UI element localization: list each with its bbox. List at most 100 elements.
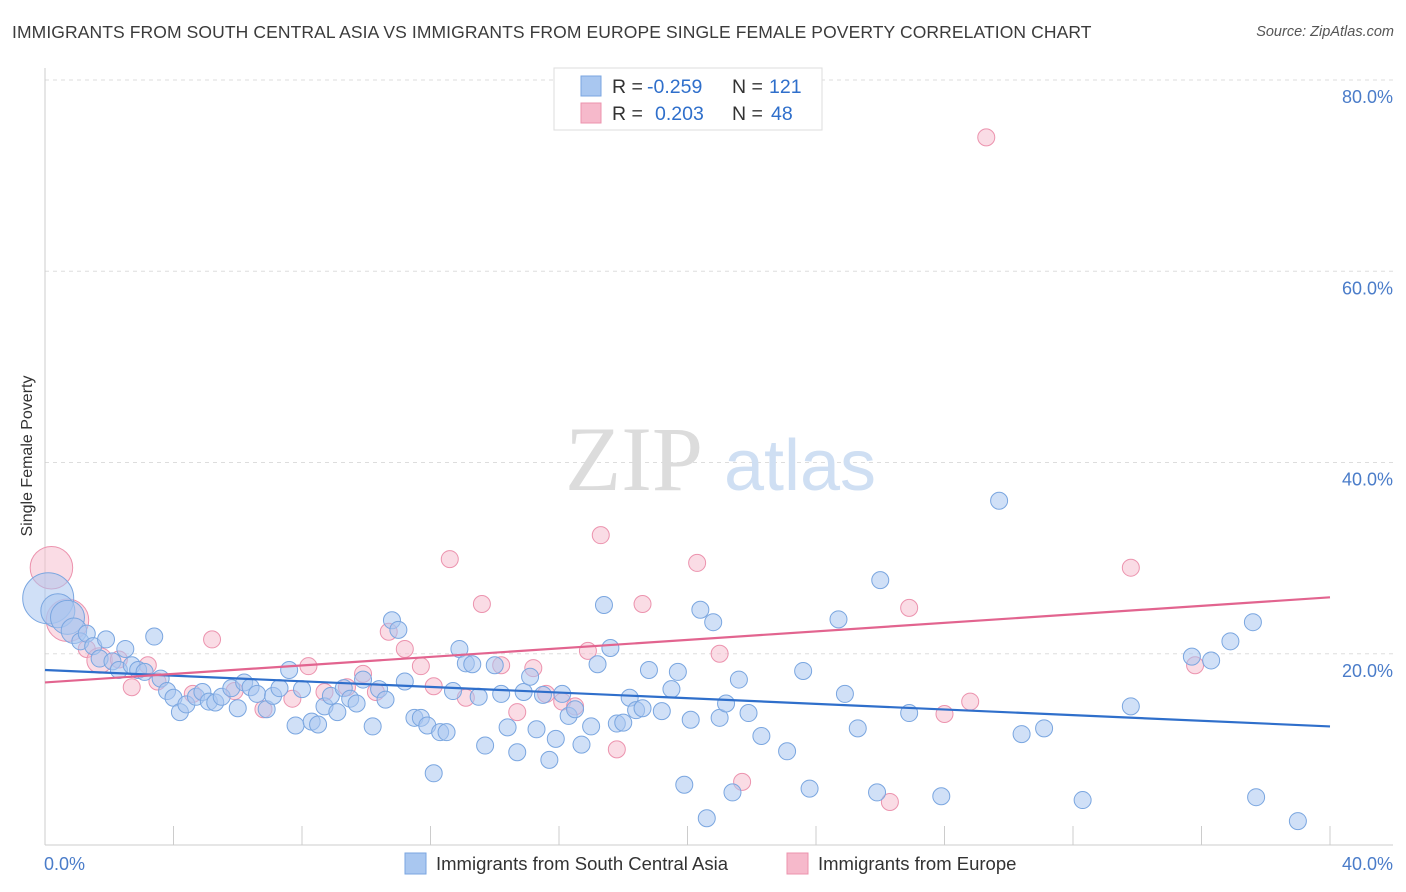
legend-label-europe: Immigrants from Europe (818, 853, 1016, 874)
series-south-central-asia-points (22, 491, 1307, 831)
point-south-central-asia (639, 661, 658, 680)
point-south-central-asia (1121, 697, 1140, 716)
point-south-central-asia (835, 684, 854, 703)
point-south-central-asia (1221, 632, 1240, 651)
legend-swatch-europe (786, 852, 809, 875)
point-south-central-asia (723, 783, 742, 802)
point-south-central-asia (675, 775, 694, 794)
watermark: ZIP atlas (565, 408, 876, 510)
point-south-central-asia (492, 684, 511, 703)
stats-swatch-pink (580, 102, 602, 124)
point-south-central-asia (778, 742, 797, 761)
point-south-central-asia (868, 783, 887, 802)
point-south-central-asia (662, 680, 681, 699)
point-south-central-asia (533, 685, 552, 704)
point-south-central-asia (1182, 647, 1201, 666)
point-south-central-asia (145, 627, 164, 646)
stats-legend-box: R = -0.259 N = 121 R = 0.203 N = 48 (553, 67, 823, 131)
y-tick-labels: 20.0% 40.0% 60.0% 80.0% (1342, 87, 1393, 681)
point-south-central-asia (752, 726, 771, 745)
point-europe (122, 678, 141, 697)
point-europe (395, 639, 414, 658)
stats-swatch-blue (580, 75, 602, 97)
point-south-central-asia (633, 699, 652, 718)
point-south-central-asia (354, 670, 373, 689)
point-south-central-asia (1202, 651, 1221, 670)
y-tick-label-40: 40.0% (1342, 470, 1393, 490)
point-south-central-asia (395, 672, 414, 691)
point-south-central-asia (328, 703, 347, 722)
point-south-central-asia (443, 682, 462, 701)
y-tick-label-80: 80.0% (1342, 87, 1393, 107)
point-south-central-asia (932, 787, 951, 806)
point-south-central-asia (652, 702, 671, 721)
point-south-central-asia (704, 613, 723, 632)
point-europe (591, 526, 610, 545)
point-south-central-asia (1035, 719, 1054, 738)
watermark-atlas: atlas (724, 426, 876, 506)
point-south-central-asia (871, 571, 890, 590)
trend-lines (44, 596, 1331, 728)
point-south-central-asia (594, 595, 613, 614)
point-europe (900, 598, 919, 617)
point-south-central-asia (437, 723, 456, 742)
point-europe (607, 740, 626, 759)
point-south-central-asia (697, 809, 716, 828)
point-europe (977, 128, 996, 147)
legend-swatch-south-central-asia (404, 852, 427, 875)
point-europe (880, 792, 899, 811)
point-south-central-asia (116, 639, 135, 658)
point-europe (961, 692, 980, 711)
point-europe (1121, 558, 1140, 577)
chart-title: IMMIGRANTS FROM SOUTH CENTRAL ASIA VS IM… (12, 22, 1092, 42)
point-europe (203, 630, 222, 649)
point-south-central-asia (717, 694, 736, 713)
grid-lines (45, 79, 1393, 655)
point-europe (440, 550, 459, 569)
point-south-central-asia (848, 719, 867, 738)
point-europe (688, 553, 707, 572)
point-south-central-asia (309, 715, 328, 734)
point-south-central-asia (540, 750, 559, 769)
point-south-central-asia (1012, 725, 1031, 744)
point-south-central-asia (363, 717, 382, 736)
point-south-central-asia (739, 704, 758, 723)
stats-r-value-1: -0.259 (647, 76, 702, 98)
legend-label-south-central-asia: Immigrants from South Central Asia (436, 853, 729, 874)
point-south-central-asia (1247, 788, 1266, 807)
point-europe (935, 704, 954, 723)
point-south-central-asia (347, 694, 366, 713)
point-south-central-asia (498, 718, 517, 737)
point-south-central-asia (286, 716, 305, 735)
point-south-central-asia (729, 670, 748, 689)
point-south-central-asia (546, 729, 565, 748)
point-south-central-asia (1288, 812, 1307, 831)
point-south-central-asia (614, 713, 633, 732)
stats-r-value-2: 0.203 (655, 103, 704, 125)
point-south-central-asia (829, 610, 848, 629)
point-south-central-asia (800, 779, 819, 798)
point-south-central-asia (469, 687, 488, 706)
point-south-central-asia (572, 735, 591, 754)
point-south-central-asia (588, 655, 607, 674)
watermark-zip: ZIP (565, 408, 703, 510)
stats-n-label-1: N = (732, 76, 763, 98)
point-south-central-asia (485, 656, 504, 675)
point-south-central-asia (1073, 791, 1092, 810)
trend-line-europe (44, 596, 1331, 684)
stats-n-value-1: 121 (769, 76, 802, 98)
x-tick-label-max: 40.0% (1342, 854, 1393, 874)
point-south-central-asia (97, 630, 116, 649)
point-europe (508, 703, 527, 722)
point-south-central-asia (248, 684, 267, 703)
stats-r-label-2: R = (612, 103, 643, 125)
stats-r-label-1: R = (612, 76, 643, 98)
point-south-central-asia (228, 699, 247, 718)
x-tick-labels: 0.0% 40.0% (44, 854, 1393, 874)
x-tick-label-min: 0.0% (44, 854, 85, 874)
point-south-central-asia (424, 764, 443, 783)
point-south-central-asia (1243, 613, 1262, 632)
point-south-central-asia (691, 600, 710, 619)
y-tick-label-60: 60.0% (1342, 278, 1393, 298)
